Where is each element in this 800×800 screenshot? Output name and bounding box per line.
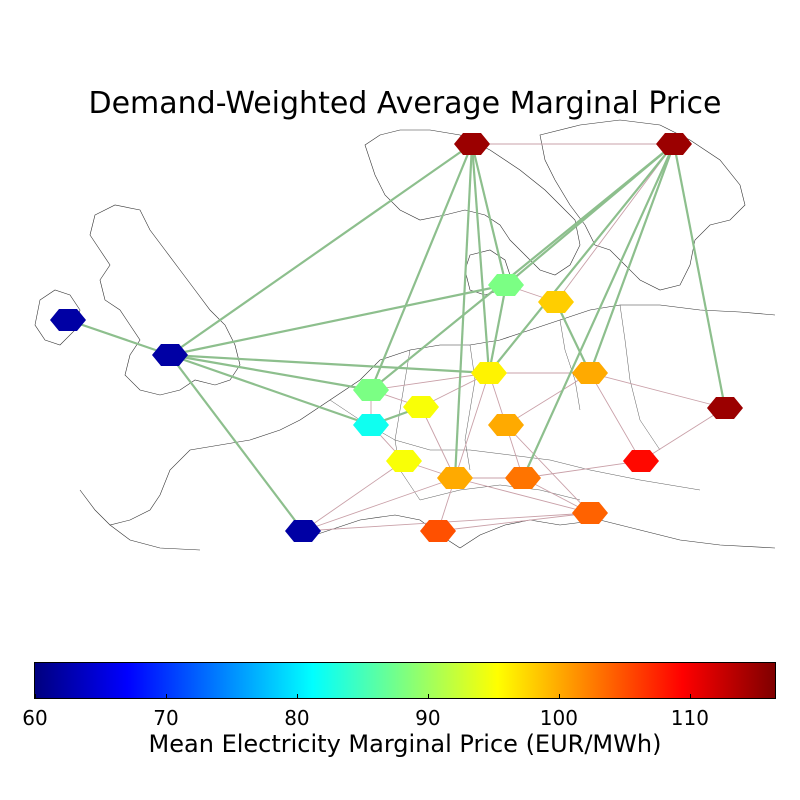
dc-link-SE-LT [672, 143, 727, 409]
dc-link-NO-NL [369, 143, 474, 391]
ac-link-SE-DK-E [555, 143, 675, 303]
colorbar-tick-label: 90 [415, 706, 441, 730]
ac-link-PL-HU [589, 372, 642, 462]
colorbar-tick-label: 70 [153, 706, 179, 730]
node-FR [386, 450, 422, 472]
node-NL [353, 379, 389, 401]
dc-link-GB-DE [169, 353, 490, 375]
dc-link-IE-GB [67, 318, 171, 357]
ac-link-FR-ES [302, 460, 405, 532]
node-DK-E [538, 291, 574, 313]
node-DK [488, 274, 524, 296]
node-BE [353, 414, 389, 436]
node-CH [437, 467, 473, 489]
colorbar-tick-mark [165, 694, 167, 699]
ac-link-CH-SI [454, 477, 591, 514]
node-IT [420, 520, 456, 542]
dc-link-NO-DK [470, 143, 508, 286]
node-SE [656, 133, 692, 155]
ac-link-IT-SI [437, 512, 591, 532]
ac-link-NL-DE [370, 372, 490, 391]
dc-link-NO-CH [453, 143, 474, 479]
ac-link-PL-LT [589, 372, 726, 409]
dc-link-SE-DE [488, 143, 675, 374]
colorbar [34, 662, 776, 699]
map-title: Demand-Weighted Average Marginal Price [88, 86, 722, 121]
node-GB [152, 344, 188, 366]
node-PL [572, 362, 608, 384]
colorbar-tick-label: 80 [284, 706, 310, 730]
dc-link-GB-NL [169, 353, 372, 392]
ac-link-ES-CH [302, 477, 456, 532]
dc-link-GB-NO [169, 143, 473, 356]
colorbar-tick-label: 60 [22, 706, 48, 730]
node-HU [623, 450, 659, 472]
node-IE [50, 309, 86, 331]
dc-link-DK-DE [487, 284, 508, 374]
ac-link-DE-CH [454, 372, 490, 479]
colorbar-label: Mean Electricity Marginal Price (EUR/MWh… [148, 730, 662, 758]
dc-link-GB-BE [169, 353, 372, 427]
price-nodes [50, 133, 743, 542]
node-AT [505, 467, 541, 489]
ac-link-LU-CH [420, 406, 456, 479]
dc-link-DK-E-PL [555, 301, 591, 374]
ac-link-PL-CZ [505, 372, 591, 426]
colorbar-tick-mark [427, 694, 429, 699]
dc-link-SE-PL [588, 143, 676, 374]
colorbar-tick-label: 110 [670, 706, 709, 730]
dc-link-NO-DE [470, 143, 491, 374]
colorbar-tick-mark [558, 694, 560, 699]
colorbar-tick-mark [296, 694, 298, 699]
colorbar-tick-mark [35, 694, 36, 699]
node-ES [285, 520, 321, 542]
node-NO [454, 133, 490, 155]
map-canvas [34, 119, 776, 551]
colorbar-tick-mark [689, 694, 691, 699]
node-CZ [488, 414, 524, 436]
coastline-outlines [34, 119, 776, 551]
node-DE [471, 362, 507, 384]
node-SI [572, 502, 608, 524]
dc-link-SE-AT [521, 143, 676, 479]
dc-link-GB-ES [169, 354, 304, 532]
colorbar-tick-label: 100 [539, 706, 578, 730]
ac-link-AT-HU [522, 460, 642, 479]
ac-link-CZ-SI [505, 424, 591, 514]
dc-link-GB-DK [169, 283, 507, 357]
ac-link-HU-LT [640, 407, 726, 462]
node-LT [707, 397, 743, 419]
dc-link-SE-NL [370, 143, 675, 391]
colorbar-gradient [34, 662, 776, 699]
node-LU [403, 396, 439, 418]
dc-transmission-links [67, 143, 727, 532]
